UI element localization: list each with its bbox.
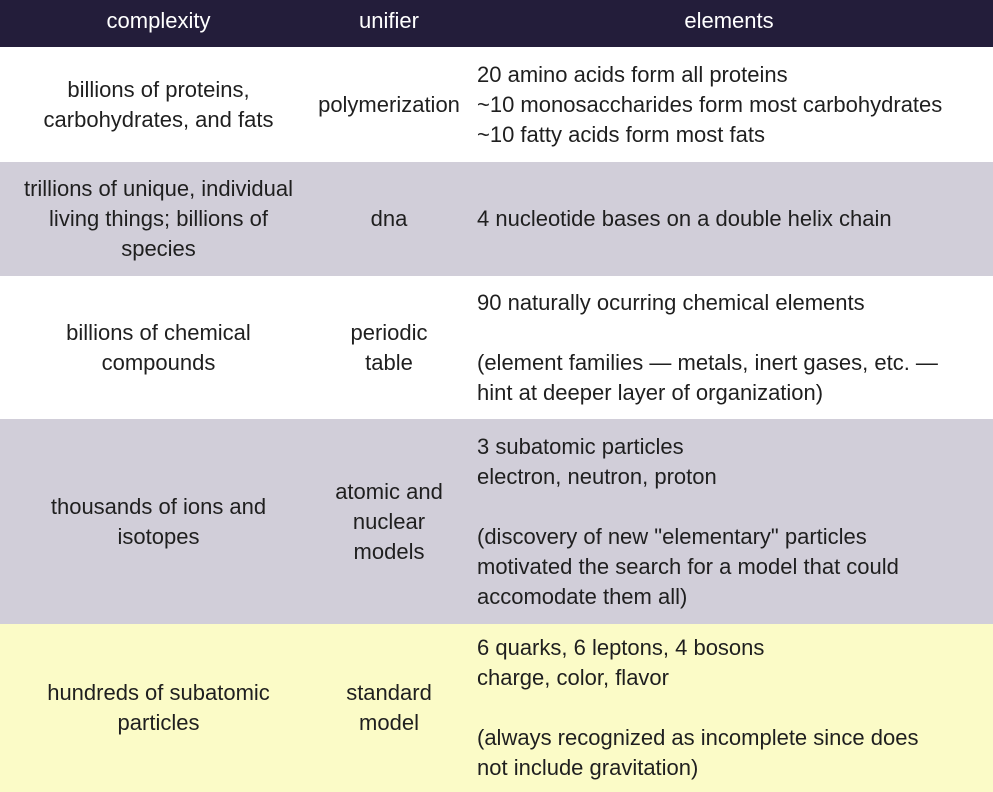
- complexity-text-line: compounds: [101, 349, 216, 375]
- complexity-text-line: particles: [117, 710, 200, 735]
- complexity-cell: billions of proteins, carbohydrates, and …: [0, 75, 317, 135]
- complexity-text-line: trillions of unique, individual: [23, 176, 294, 201]
- complexity-text-line: thousands of ions and: [50, 493, 267, 519]
- elements-cell: 4 nucleotide bases on a double helix cha…: [465, 204, 993, 234]
- elements-cell: 20 amino acids form all proteins ~10 mono…: [465, 60, 993, 150]
- elements-text-line: ~10 fatty acids form most fats: [477, 121, 765, 147]
- unifier-cell: dna: [313, 204, 465, 234]
- elements-cell: 3 subatomic particles electron, neutron, …: [465, 432, 993, 612]
- elements-text-line: motivated the search for a model that co…: [477, 553, 899, 579]
- complexity-text-line: billions of chemical: [66, 319, 251, 345]
- unifier-text-line: models: [353, 538, 425, 564]
- unifier-text-line: polymerization: [318, 91, 460, 117]
- unifier-text-line: periodic: [350, 319, 428, 345]
- elements-text-line: 90 naturally ocurring chemical elements: [477, 289, 865, 315]
- unifier-text-line: dna: [370, 206, 408, 231]
- table-row: thousands of ions and isotopes atomic and…: [0, 419, 993, 624]
- unifier-cell: periodic table: [313, 318, 465, 378]
- complexity-cell: trillions of unique, individual living th…: [0, 174, 317, 264]
- elements-text-line: ~10 monosaccharides form most carbohydra…: [477, 91, 943, 117]
- table-header: complexity unifier elements: [0, 0, 993, 47]
- table-row: billions of chemical compounds periodic ta…: [0, 276, 993, 419]
- elements-text-line: 4 nucleotide bases on a double helix cha…: [477, 206, 892, 231]
- complexity-text-line: carbohydrates, and fats: [43, 106, 274, 132]
- complexity-cell: thousands of ions and isotopes: [0, 492, 317, 552]
- unifier-cell: atomic and nuclear models: [313, 477, 465, 567]
- elements-text-line: hint at deeper layer of organization): [477, 379, 824, 405]
- elements-text-line: 3 subatomic particles: [477, 433, 684, 459]
- elements-text-line: (element families — metals, inert gases,…: [477, 349, 938, 375]
- unifier-cell: standard model: [313, 678, 465, 738]
- unifier-text-line: model: [359, 710, 419, 735]
- elements-text-line: charge, color, flavor: [477, 665, 669, 690]
- unifier-cell: polymerization: [313, 90, 465, 120]
- complexity-text-line: living things; billions of: [49, 206, 268, 231]
- unifier-text-line: standard: [346, 680, 432, 705]
- complexity-cell: billions of chemical compounds: [0, 318, 317, 378]
- elements-text-line: accomodate them all): [477, 583, 688, 609]
- complexity-text-line: billions of proteins,: [67, 76, 250, 102]
- header-elements: elements: [684, 8, 774, 33]
- elements-text-line: not include gravitation): [477, 755, 699, 780]
- blank-line: [477, 318, 993, 348]
- elements-text-line: (always recognized as incomplete since d…: [477, 725, 919, 750]
- table-row: billions of proteins, carbohydrates, and …: [0, 47, 993, 162]
- unifier-text-line: table: [365, 349, 413, 375]
- header-unifier: unifier: [359, 8, 419, 33]
- unifier-text-line: atomic and: [335, 478, 443, 504]
- blank-line: [477, 492, 993, 522]
- elements-text-line: electron, neutron, proton: [477, 463, 717, 489]
- blank-line: [477, 693, 993, 723]
- elements-text-line: 20 amino acids form all proteins: [477, 61, 788, 87]
- unifier-text-line: nuclear: [352, 508, 426, 534]
- complexity-text-line: hundreds of subatomic: [47, 680, 270, 705]
- elements-text-line: (discovery of new "elementary" particles: [477, 523, 867, 549]
- elements-cell: 90 naturally ocurring chemical elements (…: [465, 288, 993, 408]
- complexity-cell: hundreds of subatomic particles: [0, 678, 317, 738]
- elements-text-line: 6 quarks, 6 leptons, 4 bosons: [477, 635, 765, 660]
- header-complexity: complexity: [106, 8, 211, 33]
- table-row: trillions of unique, individual living th…: [0, 162, 993, 276]
- complexity-text-line: species: [121, 236, 196, 261]
- complexity-text-line: isotopes: [117, 523, 200, 549]
- elements-cell: 6 quarks, 6 leptons, 4 bosons charge, col…: [465, 633, 993, 783]
- table-row: hundreds of subatomic particles standard m…: [0, 624, 993, 792]
